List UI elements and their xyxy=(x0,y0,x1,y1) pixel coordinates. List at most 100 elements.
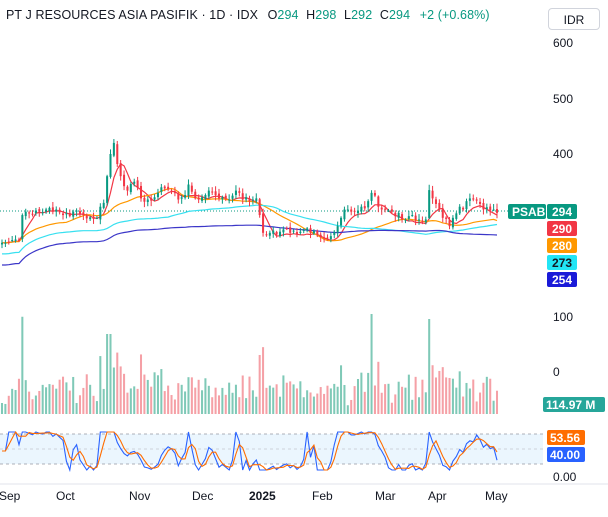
candle-body xyxy=(119,163,122,177)
volume-bar xyxy=(495,390,499,414)
volume-bar xyxy=(201,390,204,414)
candle-body xyxy=(112,142,115,156)
candle-body xyxy=(153,197,156,200)
volume-bar xyxy=(34,395,37,414)
candle-body xyxy=(434,199,437,204)
ma1-badge: 290 xyxy=(547,221,577,236)
candle-body xyxy=(458,206,461,214)
volume-bar xyxy=(340,365,343,414)
volume-badge-text: 114.97 M xyxy=(546,398,595,412)
candle-body xyxy=(329,236,332,240)
candle-body xyxy=(295,232,298,235)
volume-bar xyxy=(384,384,387,414)
volume-bar xyxy=(401,386,404,414)
candle-body xyxy=(126,186,129,191)
time-label-dec: Dec xyxy=(192,489,213,503)
candle-body xyxy=(340,217,343,226)
symbol-title[interactable]: PT J RESOURCES ASIA PASIFIK · 1D · IDX xyxy=(6,8,259,22)
volume-bar xyxy=(68,390,71,414)
volume-bar xyxy=(377,361,380,414)
candle-body xyxy=(414,215,417,221)
candle-body xyxy=(367,201,370,208)
volume-bar xyxy=(143,374,146,414)
time-label-nov: Nov xyxy=(129,489,150,503)
volume-bar xyxy=(275,384,278,414)
candle-body xyxy=(167,186,170,190)
candle-body xyxy=(62,213,65,216)
candle-body xyxy=(180,197,183,199)
time-label-mar: Mar xyxy=(375,489,396,503)
candle-body xyxy=(58,209,61,213)
volume-bar xyxy=(109,334,112,414)
currency-button[interactable]: IDR xyxy=(548,8,600,30)
candle-body xyxy=(7,241,10,243)
volume-bar xyxy=(282,375,285,414)
volume-bar xyxy=(326,385,329,414)
candle-body xyxy=(34,210,37,214)
candle-body xyxy=(475,199,478,201)
time-label-may: May xyxy=(485,489,508,503)
volume-bar xyxy=(295,388,298,414)
candle-body xyxy=(201,197,204,201)
volume-bar xyxy=(214,387,217,414)
ma1-badge-text: 290 xyxy=(552,222,572,236)
osc-tick-0: 0.00 xyxy=(553,470,577,484)
candle-body xyxy=(387,210,390,212)
volume-bar xyxy=(139,354,143,414)
price-tick-400: 400 xyxy=(553,147,573,161)
volume-bar xyxy=(323,393,326,414)
volume-bar xyxy=(173,399,176,414)
price-tick-500: 500 xyxy=(553,92,573,106)
candle-body xyxy=(78,211,81,214)
volume-bar xyxy=(55,388,58,414)
candle-body xyxy=(14,239,17,241)
candle-body xyxy=(231,195,234,199)
candle-body xyxy=(4,242,7,244)
candle-body xyxy=(211,191,214,193)
volume-bar xyxy=(160,369,163,414)
volume-bar xyxy=(387,383,390,414)
candle-body xyxy=(143,197,146,202)
volume-bar xyxy=(14,390,17,414)
chart-header: PT J RESOURCES ASIA PASIFIK · 1D · IDX O… xyxy=(6,8,490,22)
volume-bar xyxy=(407,374,410,414)
candle-body xyxy=(275,231,278,235)
candle-body xyxy=(136,180,139,188)
ma3-badge-text: 273 xyxy=(552,256,572,270)
candle-body xyxy=(292,230,295,232)
volume-bar xyxy=(268,385,271,414)
volume-bar xyxy=(272,387,275,414)
volume-tick-0: 0 xyxy=(553,365,560,379)
candle-body xyxy=(156,192,159,198)
price-badge: 294 xyxy=(547,204,577,219)
volume-bar xyxy=(48,384,51,414)
volume-bar xyxy=(163,391,166,414)
candle-body xyxy=(492,209,495,211)
volume-bar xyxy=(24,380,27,414)
volume-bar xyxy=(285,382,288,414)
candle-body xyxy=(245,197,248,200)
candle-body xyxy=(28,212,31,214)
candle-body xyxy=(150,198,153,201)
volume-bar xyxy=(78,395,81,414)
candle-body xyxy=(99,206,102,220)
volume-bar xyxy=(258,354,261,414)
candle-body xyxy=(31,213,34,215)
volume-bar xyxy=(28,391,31,414)
volume-bar xyxy=(438,370,441,414)
volume-bar xyxy=(224,394,227,414)
volume-bar xyxy=(228,382,231,414)
volume-tick-100: 100 xyxy=(553,310,573,324)
candle-body xyxy=(336,226,339,233)
volume-bar xyxy=(0,402,4,414)
candle-body xyxy=(146,199,149,203)
candle-body xyxy=(123,174,126,187)
candle-body xyxy=(333,231,336,235)
volume-bar xyxy=(482,382,485,414)
candle-body xyxy=(289,227,292,233)
candle-body xyxy=(401,214,404,220)
volume-bar xyxy=(458,371,461,414)
candle-body xyxy=(302,229,305,232)
